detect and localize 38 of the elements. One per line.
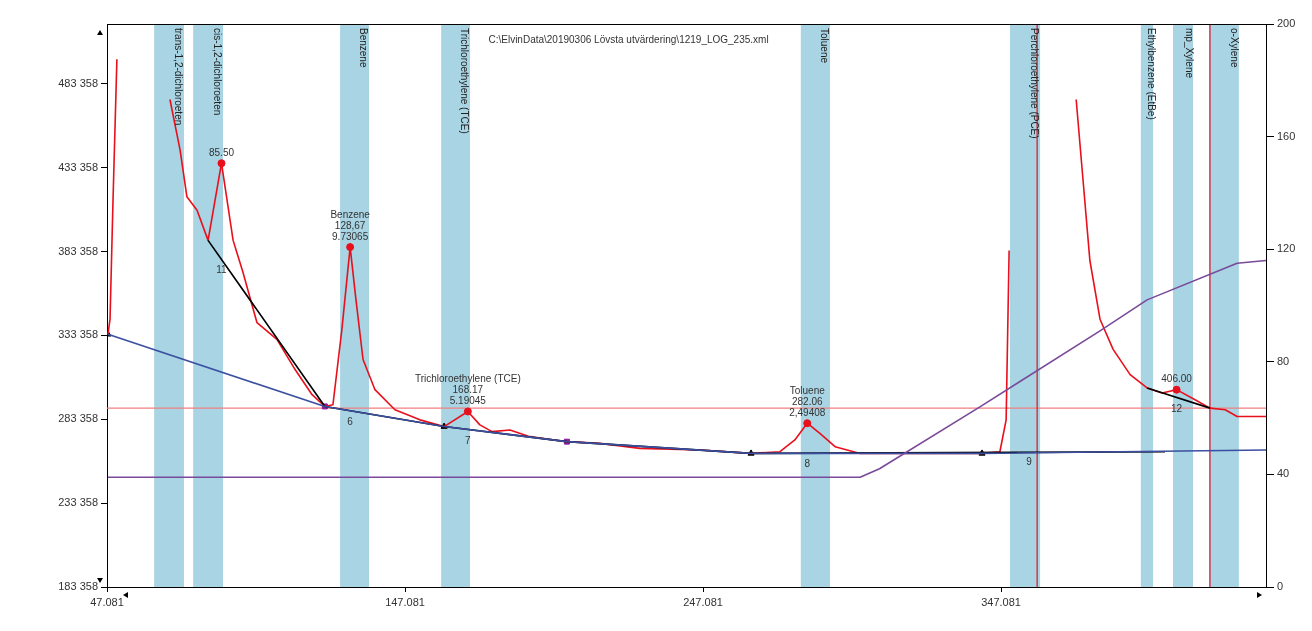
y2-tick-label: 160 bbox=[1277, 129, 1296, 142]
x-tick-label: 347.081 bbox=[981, 595, 1021, 608]
annotation: Toluene 282.06 2,49408 bbox=[789, 384, 826, 418]
band-label: cis-1,2-dichloroeten bbox=[212, 28, 224, 116]
annotation: Benzene 128,67 9.73065 bbox=[330, 208, 371, 242]
y2-tick-label: 0 bbox=[1277, 580, 1284, 593]
band-label: mp_Xylene bbox=[1184, 28, 1196, 79]
band-label: o-Xylene bbox=[1228, 28, 1240, 68]
x-tick-label: 147.081 bbox=[385, 595, 425, 608]
annotation: 11 bbox=[216, 263, 228, 275]
annotation: Trichloroethylene (TCE) 168.17 5.19045 bbox=[414, 373, 521, 407]
annotation: 12 bbox=[1171, 402, 1183, 414]
y-tick-label: 383 358 bbox=[58, 244, 98, 257]
band-label: Trichloroethylene (TCE) bbox=[459, 28, 471, 134]
y-tick-label: 283 358 bbox=[58, 412, 98, 425]
y-tick-label: 333 358 bbox=[58, 328, 98, 341]
x-tick-label: 247.081 bbox=[683, 595, 723, 608]
y2-tick-label: 120 bbox=[1277, 242, 1296, 255]
annotation: 9 bbox=[1026, 456, 1033, 468]
y2-tick-label: 200 bbox=[1277, 17, 1296, 30]
band-label: Perchloroethylene (PCE) bbox=[1029, 28, 1041, 139]
y-tick-label: 183 358 bbox=[58, 580, 98, 593]
annotation: 7 bbox=[465, 434, 472, 446]
band-label: Ethylbenzene (EtBe) bbox=[1145, 28, 1157, 120]
y-tick-label: 233 358 bbox=[58, 496, 98, 509]
band-label: Toluene bbox=[819, 28, 831, 64]
annotation: 406.00 bbox=[1161, 373, 1193, 385]
annotation: 8 bbox=[804, 458, 811, 470]
annotation: 6 bbox=[347, 416, 354, 428]
annotation: C:\ElvinData\20190306 Lövsta utvärdering\1219_LOG_235.xml bbox=[488, 33, 769, 45]
band-label: Benzene bbox=[358, 28, 370, 68]
x-tick-label: 47.081 bbox=[90, 595, 124, 608]
y-tick-label: 483 358 bbox=[58, 76, 98, 89]
y2-tick-label: 80 bbox=[1277, 354, 1290, 367]
y-tick-label: 433 358 bbox=[58, 160, 98, 173]
band-label: trans-1,2-dichloroeten bbox=[173, 28, 185, 126]
annotation: 85.50 bbox=[208, 146, 235, 158]
y2-tick-label: 40 bbox=[1277, 467, 1290, 480]
